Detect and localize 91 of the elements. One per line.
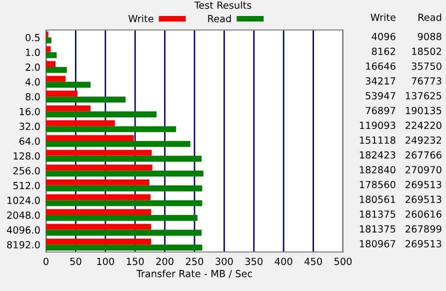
- bar: [46, 215, 198, 221]
- bar: [46, 164, 152, 171]
- y-tick-label: 512.0: [13, 182, 40, 190]
- x-axis-title: Transfer Rate - MB / Sec: [136, 270, 252, 278]
- bar: [46, 52, 57, 58]
- bar: [46, 76, 66, 82]
- bar: [46, 194, 151, 200]
- bar: [46, 61, 56, 67]
- x-tick-label: 300: [216, 258, 233, 266]
- bar: [46, 209, 152, 215]
- bar: [46, 238, 152, 245]
- y-tick-label: 8192.0: [7, 241, 40, 248]
- bar: [46, 120, 115, 126]
- bar: [46, 170, 204, 177]
- x-tick-label: 200: [156, 258, 174, 266]
- bar: [46, 185, 202, 192]
- text: 269513: [406, 196, 442, 204]
- x-tick-label: 100: [97, 258, 114, 266]
- text: 180967: [360, 240, 396, 248]
- bar: [46, 141, 190, 147]
- text: 34217: [366, 77, 396, 85]
- text: 76897: [366, 106, 396, 114]
- bar: [46, 37, 52, 44]
- bar: [46, 224, 152, 230]
- text: 267899: [406, 225, 442, 233]
- y-tick-label: 128.0: [14, 152, 40, 160]
- legend-label: Read: [208, 14, 231, 22]
- y-tick-label: 1024.0: [7, 196, 40, 204]
- bar: [46, 90, 78, 97]
- legend-label: Write: [128, 14, 154, 22]
- y-tick-label: 0.5: [26, 34, 40, 42]
- x-tick-label: 250: [186, 258, 204, 266]
- text: 8162: [372, 48, 396, 56]
- text: 181375: [360, 210, 396, 218]
- x-tick-label: 450: [304, 258, 322, 266]
- bar: [46, 67, 67, 73]
- y-tick-label: 32.0: [20, 122, 40, 130]
- bar: [46, 126, 176, 132]
- text: 151118: [360, 136, 396, 144]
- y-tick-label: 1.0: [26, 48, 40, 56]
- y-tick-label: 2048.0: [7, 211, 40, 219]
- x-tick-label: 500: [334, 258, 352, 266]
- text: Read: [418, 13, 442, 21]
- x-tick-label: 0: [44, 258, 48, 266]
- y-tick-label: 64.0: [19, 137, 40, 145]
- text: 137625: [406, 92, 442, 100]
- bar: [46, 82, 91, 88]
- y-tick-label: 4096.0: [6, 226, 40, 234]
- bar: [46, 200, 202, 206]
- text: 178560: [360, 180, 396, 188]
- bar: [46, 244, 202, 251]
- text: Write: [370, 13, 396, 21]
- text: 181375: [360, 225, 396, 233]
- bar: [46, 150, 152, 156]
- bar: [46, 156, 202, 162]
- text: 35750: [412, 62, 442, 70]
- text: 270970: [406, 166, 442, 174]
- text: 16646: [366, 62, 396, 70]
- text: 182423: [360, 151, 396, 159]
- x-tick-label: 350: [245, 258, 263, 266]
- bar: [46, 105, 91, 112]
- y-tick-label: 16.0: [20, 108, 40, 116]
- text: 260616: [406, 210, 442, 218]
- chart-title: Test Results: [194, 1, 252, 9]
- text: 53947: [366, 92, 396, 100]
- text: 119093: [360, 122, 396, 130]
- y-tick-label: 8.0: [26, 93, 40, 100]
- text: 9088: [418, 32, 442, 40]
- text: 4096: [372, 32, 396, 40]
- bar: [46, 135, 134, 141]
- y-tick-label: 256.0: [13, 167, 40, 174]
- bar: [46, 179, 150, 186]
- y-tick-label: 4.0: [25, 78, 40, 86]
- bar: [46, 230, 202, 236]
- text: 76773: [412, 77, 442, 85]
- x-tick-label: 50: [70, 258, 82, 266]
- text: 224220: [406, 122, 442, 130]
- bar: [46, 96, 126, 103]
- text: 269513: [406, 180, 442, 188]
- text: 18502: [412, 48, 442, 56]
- bar: [46, 111, 156, 118]
- x-tick-label: 150: [126, 258, 144, 266]
- text: 269513: [406, 240, 442, 248]
- text: 182840: [360, 166, 396, 174]
- x-tick-label: 400: [274, 258, 292, 266]
- bar: [46, 46, 51, 52]
- y-tick-label: 2.0: [26, 63, 40, 71]
- text: 190135: [406, 106, 442, 114]
- text: 267766: [406, 151, 442, 159]
- text: 249232: [406, 136, 442, 144]
- text: 180561: [360, 196, 396, 204]
